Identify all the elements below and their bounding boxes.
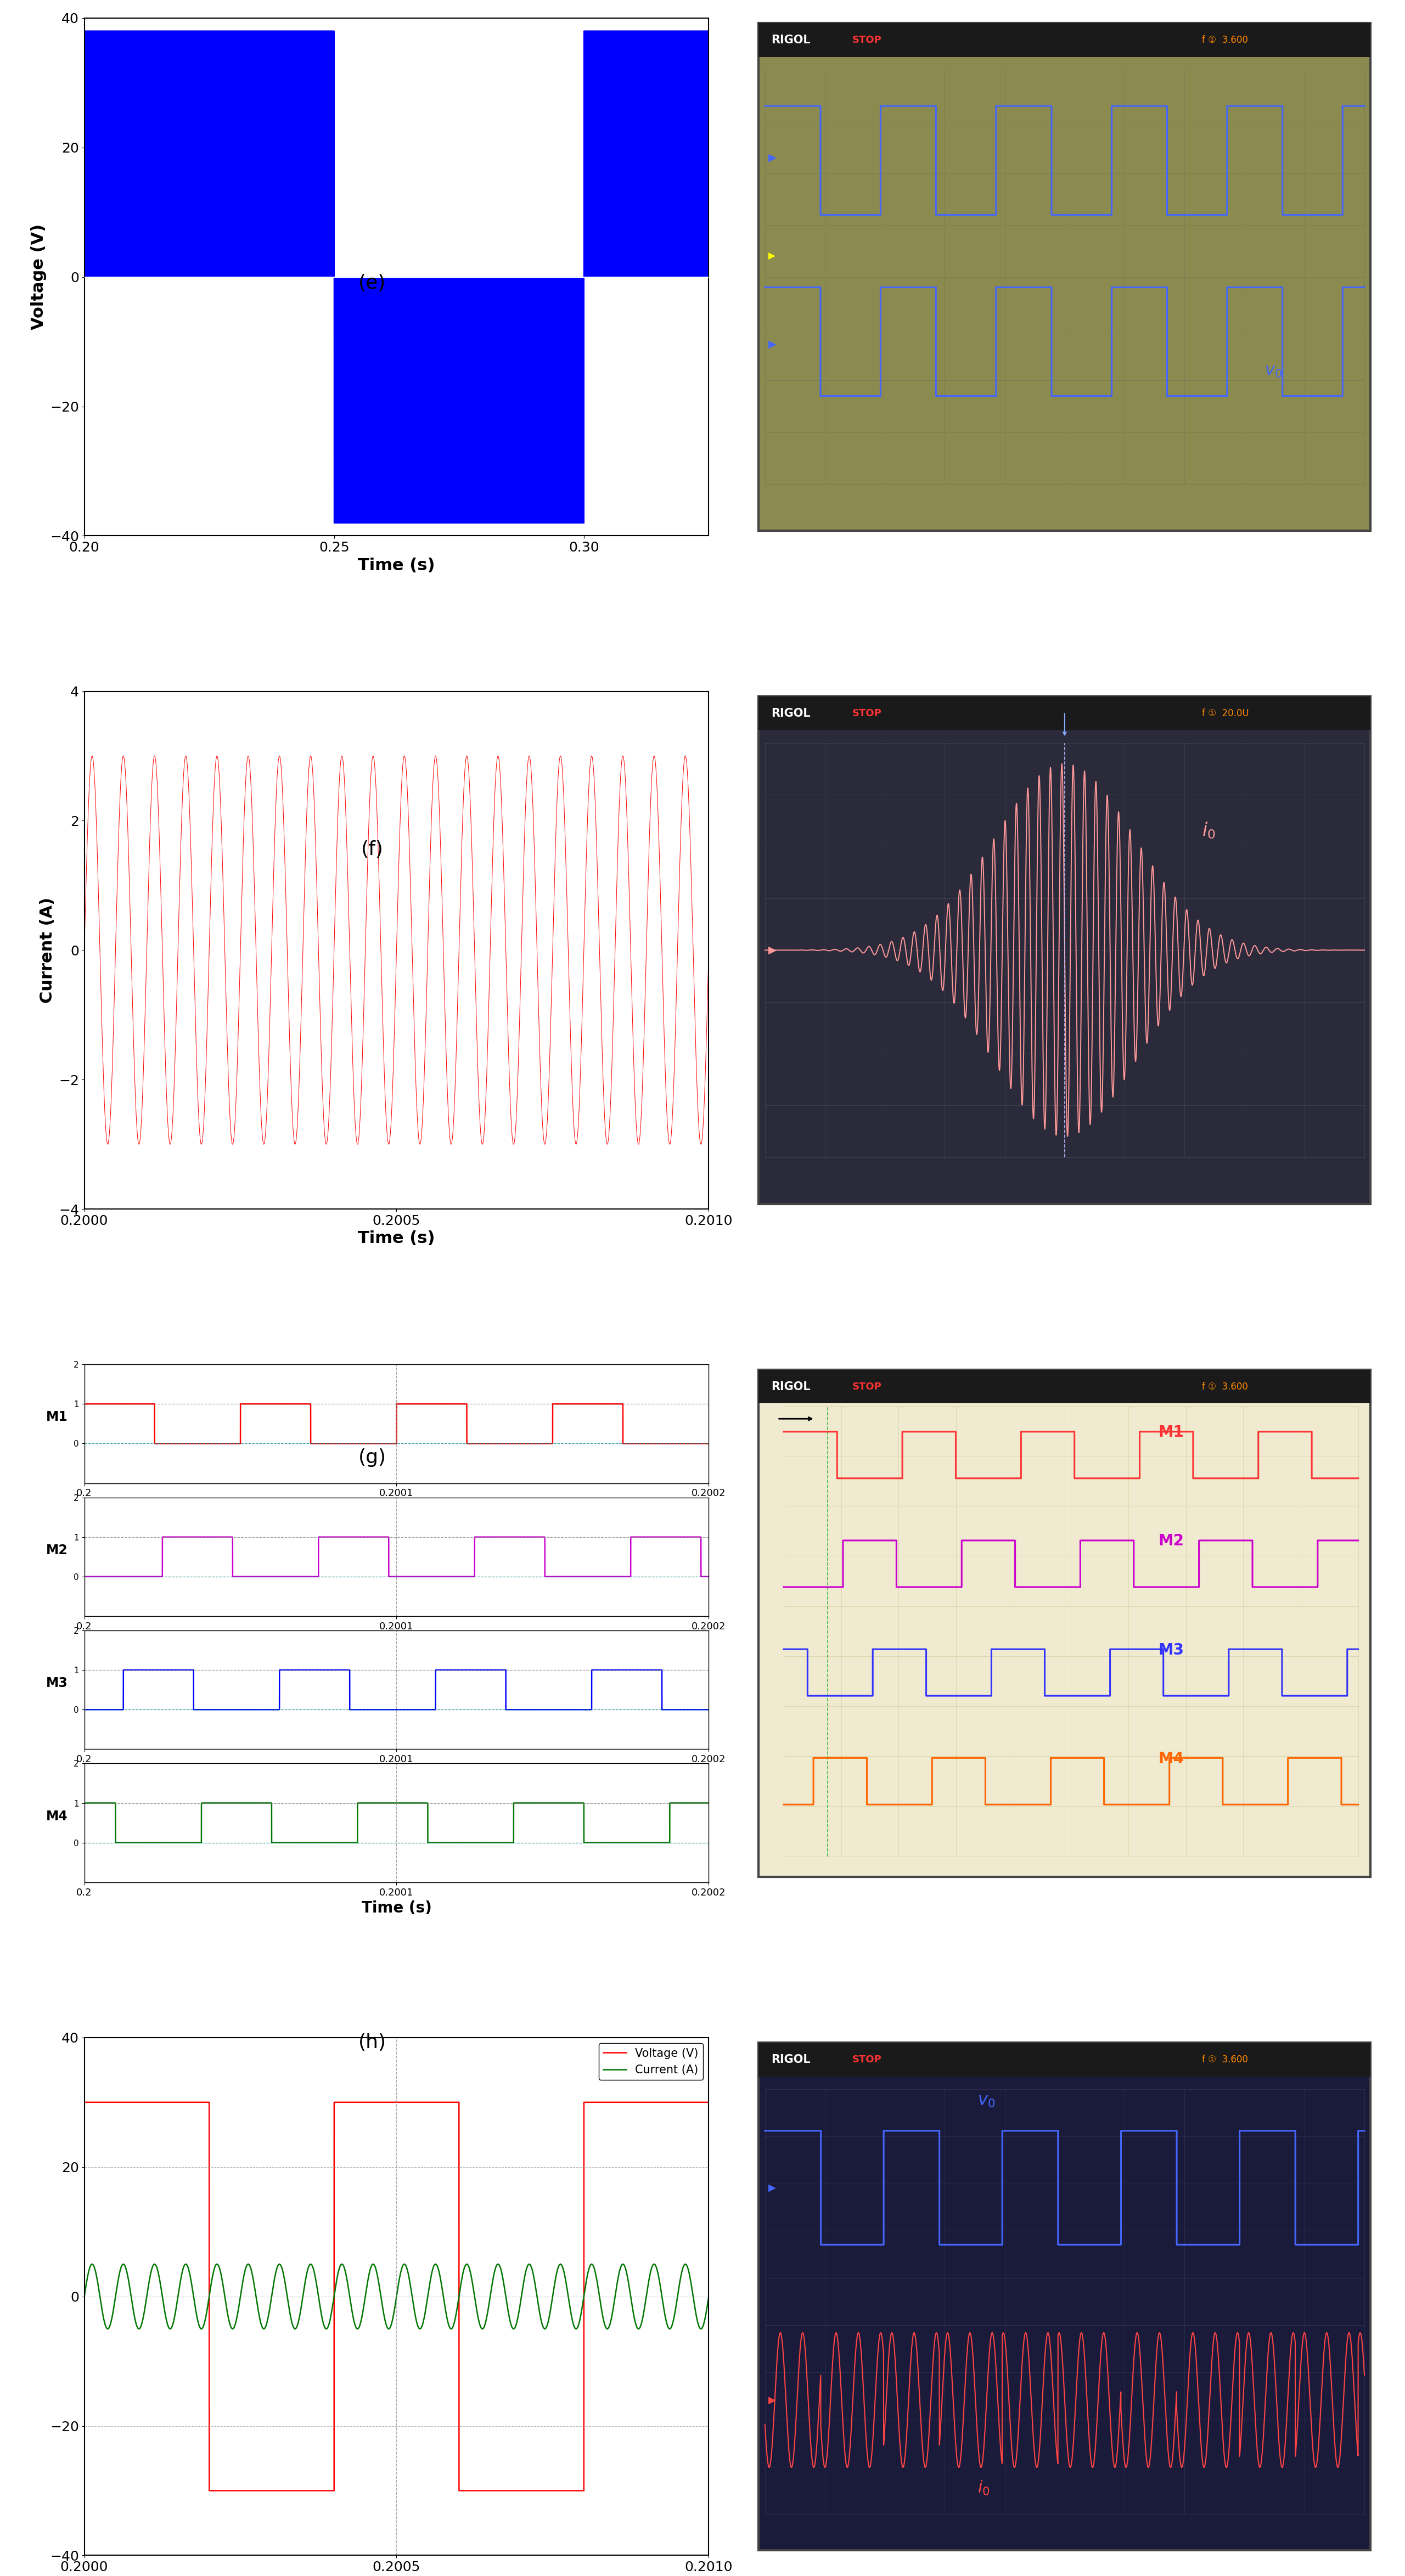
Text: RIGOL: RIGOL — [771, 36, 811, 46]
Text: RIGOL: RIGOL — [771, 1381, 811, 1391]
FancyBboxPatch shape — [759, 1370, 1371, 1878]
Current (A) — [357, 2285, 374, 2316]
Text: $v_0$: $v_0$ — [1264, 363, 1283, 379]
Text: f ①  3.600: f ① 3.600 — [1203, 1381, 1248, 1391]
Current (A) — [84, 2249, 101, 2280]
Text: $i_0$: $i_0$ — [1203, 822, 1215, 840]
Bar — [759, 23, 1371, 57]
X-axis label: Time (s): Time (s) — [358, 1231, 436, 1247]
Text: f ①  20.0U: f ① 20.0U — [1203, 708, 1249, 719]
X-axis label: Time (s): Time (s) — [361, 1901, 431, 1917]
Text: ▶: ▶ — [769, 2396, 776, 2406]
Text: M3: M3 — [1158, 1643, 1184, 1659]
Current (A) — [209, 2249, 226, 2280]
Text: STOP: STOP — [853, 2056, 882, 2066]
Line: Voltage (V): Voltage (V) — [84, 2102, 708, 2491]
Current (A) — [693, 2313, 710, 2344]
Text: RIGOL: RIGOL — [771, 2053, 811, 2066]
Y-axis label: M4: M4 — [46, 1811, 67, 1824]
Text: f ①  3.600: f ① 3.600 — [1203, 36, 1248, 46]
FancyBboxPatch shape — [759, 2043, 1371, 2550]
Line: Current (A): Current (A) — [84, 2264, 708, 2329]
Bar — [759, 2043, 1371, 2076]
Voltage (V) — [538, 2476, 555, 2506]
Text: (e): (e) — [358, 273, 386, 291]
Text: STOP: STOP — [853, 708, 882, 719]
Bar — [759, 1370, 1371, 1404]
Text: STOP: STOP — [853, 36, 882, 46]
Current (A) — [538, 2313, 555, 2344]
Current (A) — [149, 2254, 166, 2285]
Voltage (V) — [76, 2087, 93, 2117]
Voltage (V) — [209, 2476, 226, 2506]
Voltage (V) — [112, 2087, 129, 2117]
Current (A) — [76, 2280, 93, 2311]
Voltage (V) — [149, 2087, 166, 2117]
Text: ▶: ▶ — [769, 252, 776, 260]
Text: $v_0$: $v_0$ — [978, 2092, 995, 2110]
Y-axis label: Voltage (V): Voltage (V) — [31, 224, 46, 330]
Voltage (V) — [357, 2087, 374, 2117]
Text: (h): (h) — [358, 2032, 386, 2050]
FancyBboxPatch shape — [759, 696, 1371, 1203]
Bar — [759, 696, 1371, 729]
Text: (f): (f) — [361, 840, 384, 858]
Current (A) — [112, 2251, 129, 2282]
Y-axis label: M3: M3 — [46, 1677, 67, 1690]
FancyBboxPatch shape — [759, 23, 1371, 531]
Current (A) — [683, 2267, 700, 2298]
Text: $i_0$: $i_0$ — [978, 2481, 989, 2496]
Text: (g): (g) — [358, 1448, 386, 1466]
Text: STOP: STOP — [853, 1381, 882, 1391]
Text: M4: M4 — [1158, 1752, 1184, 1767]
Text: ▶: ▶ — [769, 945, 777, 956]
Current (A) — [700, 2280, 717, 2311]
Text: M2: M2 — [1158, 1533, 1184, 1548]
Legend: Voltage (V), Current (A): Voltage (V), Current (A) — [599, 2043, 702, 2079]
Text: M1: M1 — [1158, 1425, 1184, 1440]
Voltage (V) — [700, 2476, 717, 2506]
Y-axis label: M2: M2 — [46, 1543, 67, 1556]
Voltage (V) — [683, 2087, 700, 2117]
Text: RIGOL: RIGOL — [771, 708, 811, 719]
Y-axis label: M1: M1 — [46, 1412, 67, 1425]
Voltage (V) — [201, 2476, 218, 2506]
Text: f ①  3.600: f ① 3.600 — [1203, 2056, 1248, 2066]
Text: ▶: ▶ — [769, 152, 777, 162]
Text: ▶: ▶ — [769, 2182, 776, 2192]
X-axis label: Time (s): Time (s) — [358, 556, 436, 574]
Text: ▶: ▶ — [769, 340, 777, 350]
Y-axis label: Current (A): Current (A) — [39, 896, 56, 1002]
